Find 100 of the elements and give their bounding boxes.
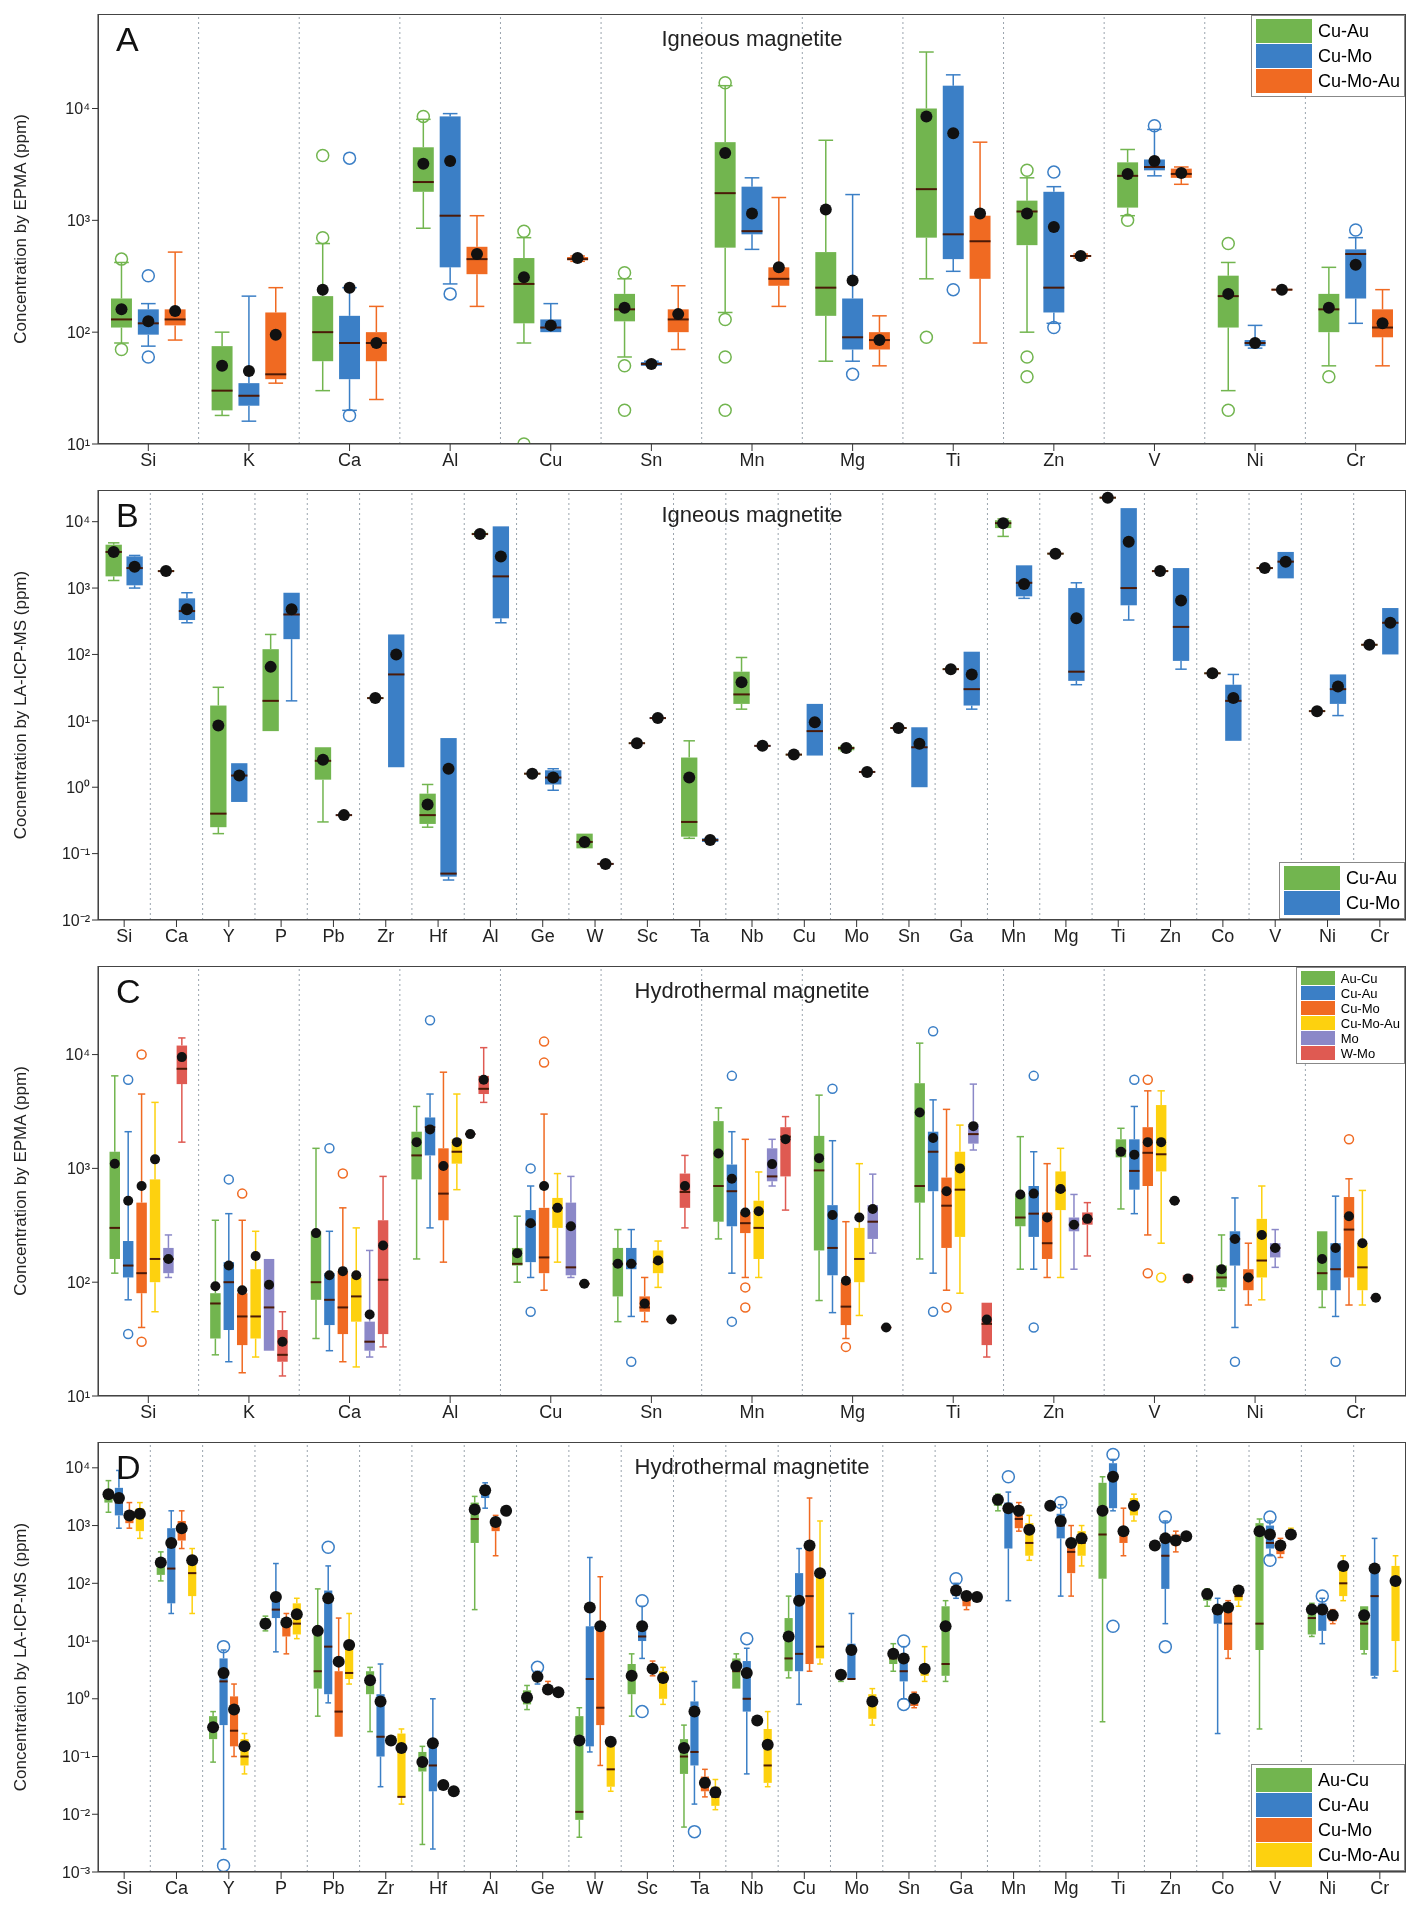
x-tick-label: Cr: [1370, 1877, 1390, 1898]
annotation: A: [116, 20, 139, 59]
y-tick-label: 10⁴: [65, 1046, 91, 1064]
x-tick-label: Ti: [946, 449, 961, 470]
x-tick-label: Si: [140, 1401, 157, 1422]
y-axis-title: Cocnentration by LA-ICP-MS (ppm): [11, 570, 31, 840]
x-tick-label: V: [1269, 925, 1282, 946]
legend-label: Mo: [1340, 1030, 1359, 1046]
y-tick-label: 10³: [66, 212, 91, 230]
x-tick-label: Ca: [338, 449, 363, 470]
y-axis-title: Concentration by EPMA (ppm): [11, 114, 31, 344]
x-tick-label: Zn: [1160, 925, 1182, 946]
legend-label: Cu-Au: [1345, 868, 1398, 888]
x-tick-label: Ca: [164, 925, 189, 946]
annotation: B: [116, 496, 139, 535]
legend-label: Cu-Mo-Au: [1317, 71, 1400, 91]
legend-label: Au-Cu: [1317, 1770, 1369, 1790]
legend-label: W-Mo: [1340, 1045, 1376, 1061]
x-tick-label: Zn: [1160, 1877, 1182, 1898]
y-tick-label: 10⁻¹: [61, 1748, 90, 1766]
y-tick-label: 10³: [66, 1517, 91, 1535]
y-tick-label: 10⁴: [65, 513, 91, 531]
x-tick-label: Al: [482, 1877, 499, 1898]
x-tick-label: Y: [222, 1877, 235, 1898]
legend-label: Cu-Mo: [1317, 46, 1372, 66]
x-tick-label: Si: [116, 925, 133, 946]
y-tick-label: 10¹: [66, 1632, 90, 1650]
x-tick-label: Zn: [1043, 1401, 1065, 1422]
x-tick-label: Ni: [1319, 925, 1337, 946]
x-tick-label: Mn: [1001, 925, 1027, 946]
x-tick-label: Nb: [740, 1877, 764, 1898]
annotation: C: [116, 972, 141, 1011]
legend-label: Cu-Mo: [1317, 1820, 1372, 1840]
legend-label: Cu-Au: [1317, 21, 1369, 41]
y-tick-label: 10⁻²: [61, 1805, 91, 1823]
text: Igneous magnetite: [661, 502, 843, 527]
x-tick-label: Mn: [739, 1401, 765, 1422]
x-tick-label: Zr: [377, 1877, 395, 1898]
x-tick-label: Cu: [539, 1401, 563, 1422]
x-tick-label: Si: [116, 1877, 133, 1898]
x-tick-label: Hf: [429, 1877, 449, 1898]
x-tick-label: Pb: [322, 1877, 345, 1898]
x-tick-label: Ti: [1111, 1877, 1126, 1898]
y-tick-label: 10⁴: [65, 1459, 91, 1477]
x-tick-label: Pb: [322, 925, 345, 946]
text: Hydrothermal magnetite: [634, 1454, 870, 1479]
text: Igneous magnetite: [661, 26, 843, 51]
text: Hydrothermal magnetite: [634, 978, 870, 1003]
x-tick-label: Ge: [530, 925, 555, 946]
x-tick-label: P: [275, 1877, 288, 1898]
x-tick-label: Co: [1211, 925, 1235, 946]
x-tick-label: Mg: [1053, 925, 1079, 946]
y-tick-label: 10⁴: [65, 100, 91, 118]
y-tick-label: 10²: [66, 646, 91, 664]
legend-label: Cu-Mo-Au: [1340, 1015, 1400, 1031]
x-tick-label: Cr: [1346, 1401, 1366, 1422]
x-tick-label: Mg: [840, 449, 866, 470]
x-tick-label: Sn: [640, 449, 663, 470]
x-tick-label: Al: [482, 925, 499, 946]
x-tick-label: Mo: [844, 925, 870, 946]
x-tick-label: Mn: [1001, 1877, 1027, 1898]
x-tick-label: Sn: [640, 1401, 663, 1422]
y-tick-label: 10²: [66, 323, 91, 341]
x-tick-label: Cu: [792, 1877, 816, 1898]
x-tick-label: Sc: [636, 1877, 658, 1898]
x-tick-label: Ni: [1246, 449, 1264, 470]
x-tick-label: Mg: [1053, 1877, 1079, 1898]
y-tick-label: 10³: [66, 579, 91, 597]
x-tick-label: Mg: [840, 1401, 866, 1422]
x-tick-label: Cu: [539, 449, 563, 470]
x-tick-label: Ge: [530, 1877, 555, 1898]
y-tick-label: 10²: [66, 1574, 91, 1592]
x-tick-label: Cr: [1346, 449, 1366, 470]
legend-label: Cu-Au: [1317, 1795, 1369, 1815]
x-tick-label: Ga: [949, 925, 975, 946]
y-axis-title: Concentration by LA-ICP-MS (ppm): [11, 1522, 31, 1792]
x-tick-label: Ga: [949, 1877, 975, 1898]
x-tick-label: Ca: [164, 1877, 189, 1898]
y-tick-label: 10¹: [66, 1387, 90, 1405]
x-tick-label: Ca: [338, 1401, 363, 1422]
x-tick-label: Ni: [1319, 1877, 1337, 1898]
y-tick-label: 10¹: [66, 712, 90, 730]
x-tick-label: Cr: [1370, 925, 1390, 946]
x-tick-label: Zn: [1043, 449, 1065, 470]
x-tick-label: V: [1148, 1401, 1161, 1422]
x-tick-label: V: [1148, 449, 1161, 470]
x-tick-label: Sn: [897, 1877, 920, 1898]
x-tick-label: Ta: [690, 1877, 711, 1898]
x-tick-label: Nb: [740, 925, 764, 946]
y-tick-label: 10⁰: [66, 778, 90, 796]
x-tick-label: Hf: [429, 925, 449, 946]
x-tick-label: K: [242, 449, 255, 470]
y-tick-label: 10³: [66, 1160, 91, 1178]
x-tick-label: Mn: [739, 449, 765, 470]
x-tick-label: K: [242, 1401, 255, 1422]
y-axis-title: Concentration by EPMA (ppm): [11, 1066, 31, 1296]
x-tick-label: Mo: [844, 1877, 870, 1898]
x-tick-label: Sn: [897, 925, 920, 946]
legend-label: Au-Cu: [1340, 970, 1378, 986]
y-tick-label: 10⁻³: [61, 1863, 91, 1881]
